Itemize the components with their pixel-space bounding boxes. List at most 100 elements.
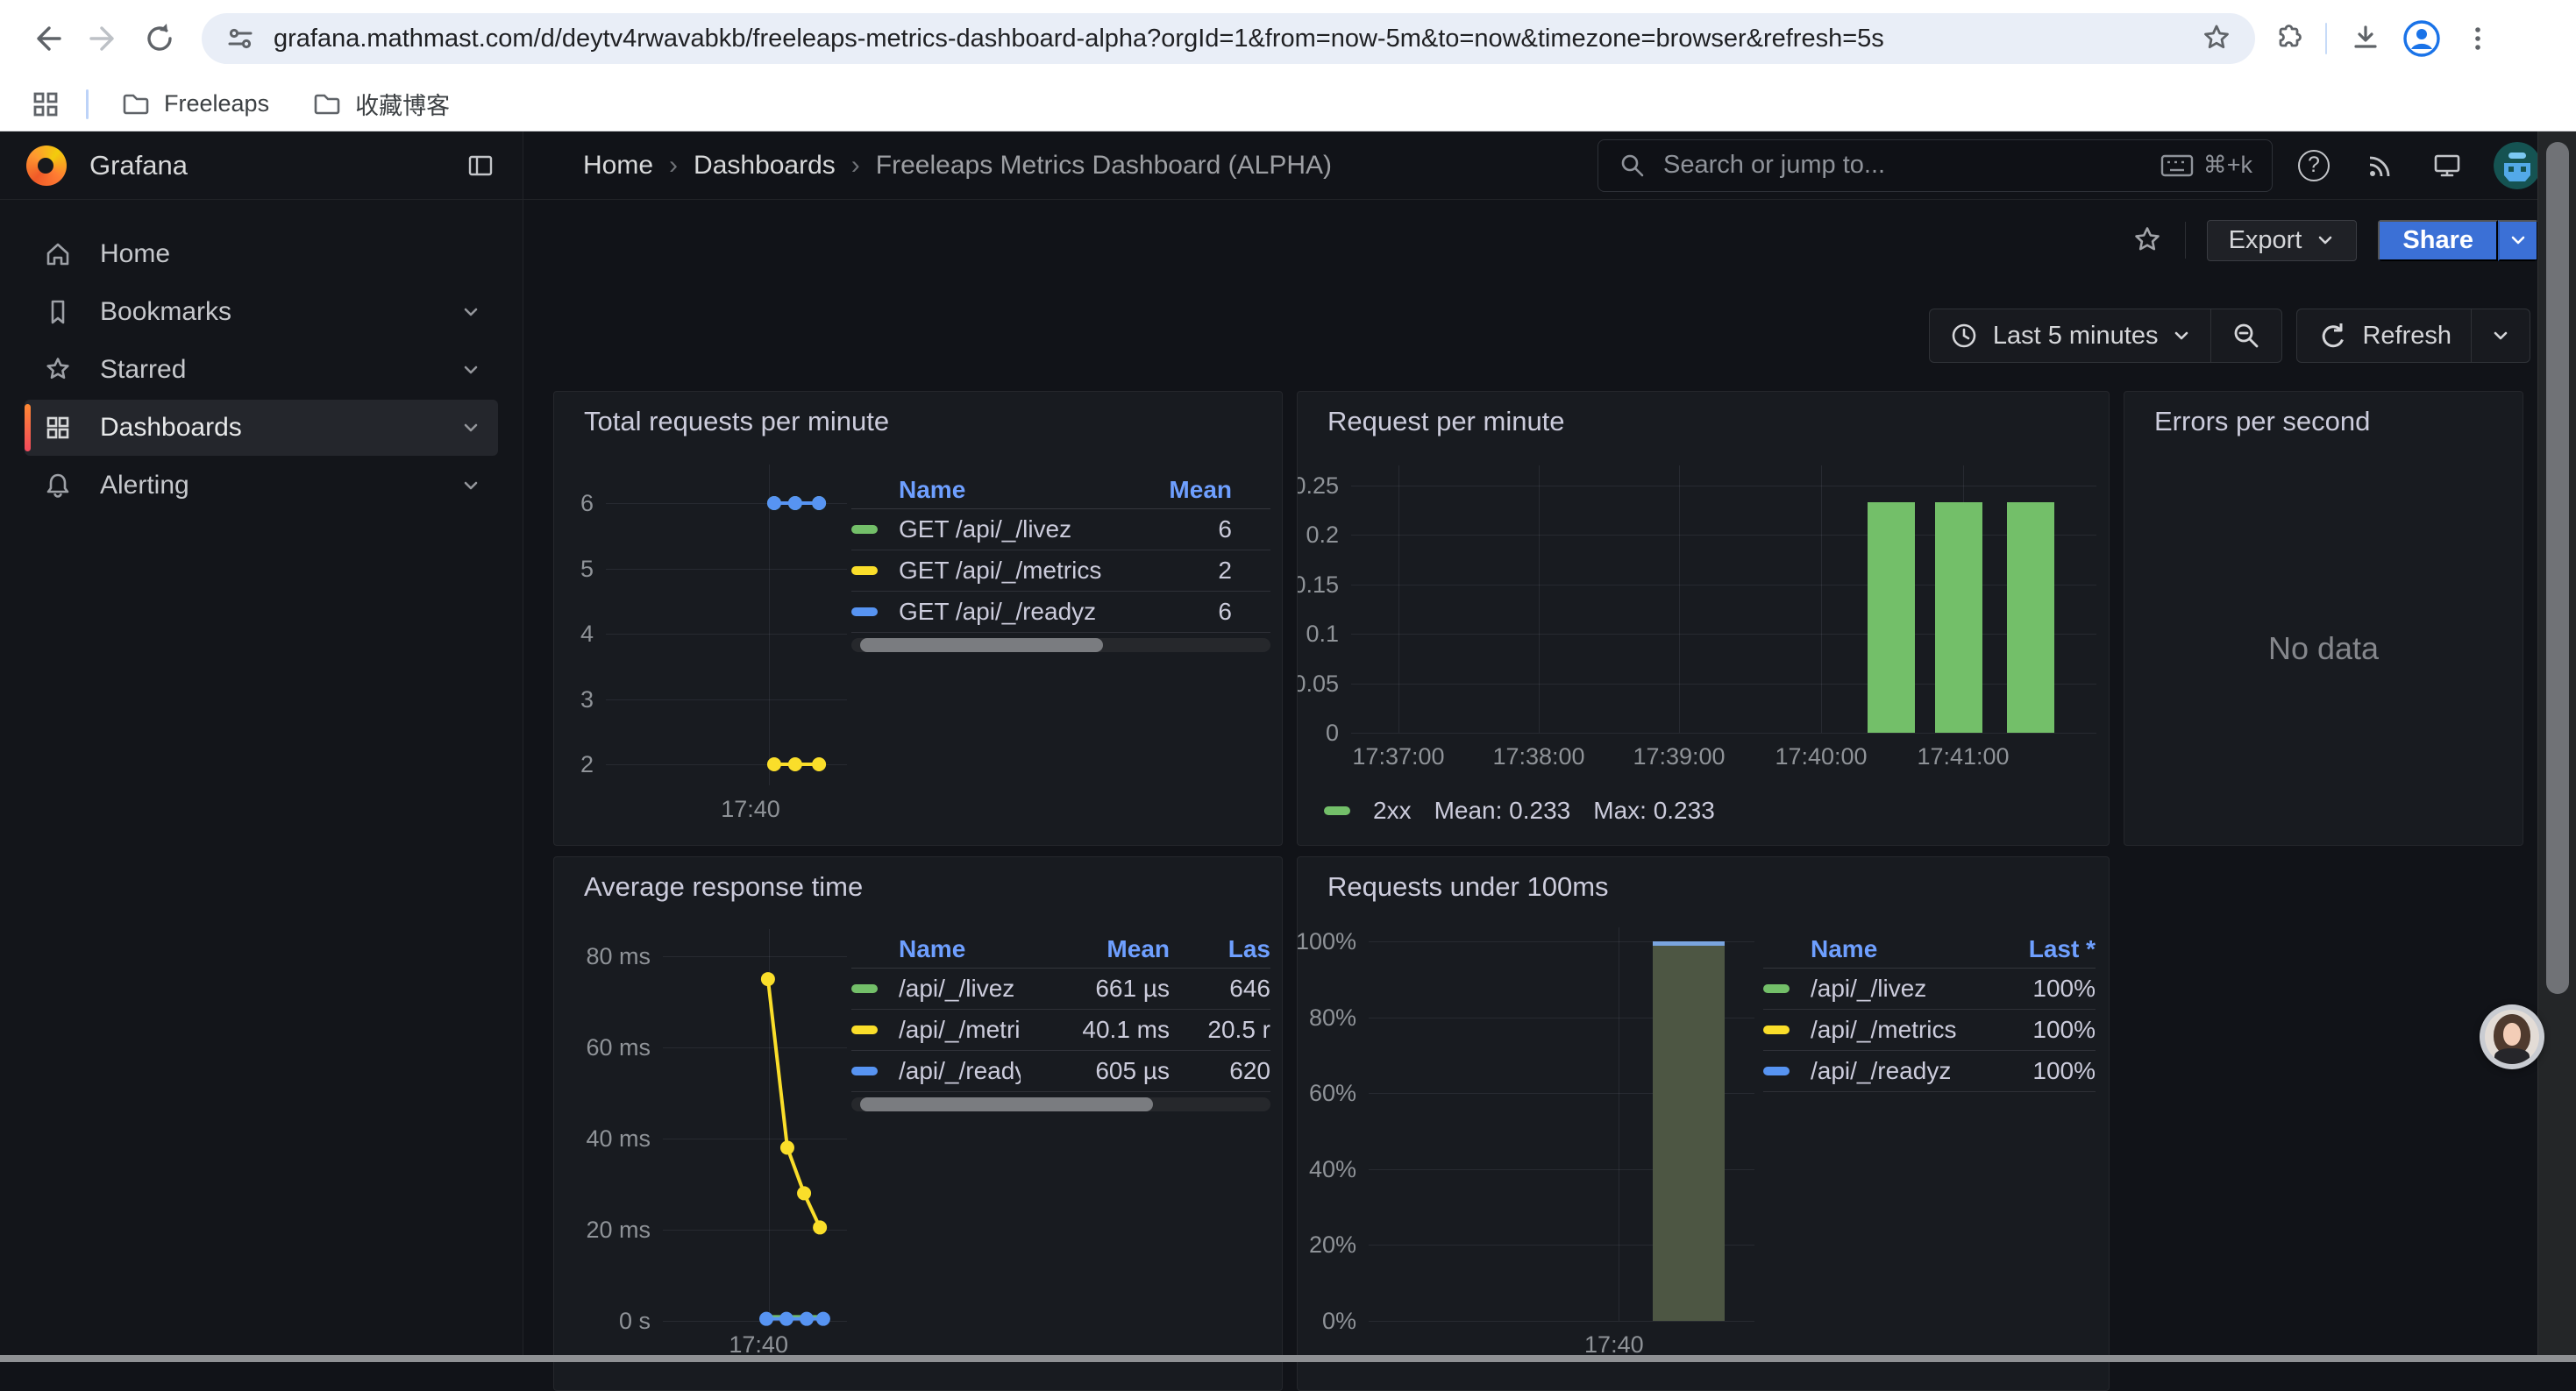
share-button-group: Share <box>2378 219 2538 261</box>
series-color-pill <box>851 525 878 534</box>
news-button[interactable] <box>2355 150 2406 181</box>
export-button[interactable]: Export <box>2206 219 2358 261</box>
search-icon <box>1621 154 1644 176</box>
reload-icon <box>147 24 172 51</box>
assistant-avatar[interactable] <box>2480 1004 2544 1069</box>
chart-requests-under-100ms[interactable]: 100% 80% 60% 40% 20% 0% 17:40 <box>1298 857 2109 1390</box>
refresh-button[interactable]: Refresh <box>2297 309 2471 362</box>
time-range-label: Last 5 minutes <box>1992 321 2159 350</box>
zoom-out-button[interactable] <box>2210 309 2281 362</box>
browser-reload-button[interactable] <box>135 14 184 63</box>
page-scrollbar-track[interactable] <box>2537 131 2576 1362</box>
legend-header-last[interactable]: Last * <box>2028 934 2096 962</box>
sidebar-item-starred[interactable]: Starred <box>25 342 498 398</box>
legend-header-mean[interactable]: Mean <box>1169 475 1232 503</box>
profile-icon <box>2403 20 2440 57</box>
legend-row[interactable]: GET /api/_/metrics 2 <box>851 550 1270 592</box>
legend-scrollbar-thumb[interactable] <box>859 1097 1154 1111</box>
legend-scrollbar[interactable] <box>851 638 1270 652</box>
chevron-down-icon[interactable] <box>461 418 480 437</box>
extensions-button[interactable] <box>2262 14 2311 63</box>
zoom-out-icon <box>2235 323 2259 348</box>
legend-row[interactable]: GET /api/_/livez 6 <box>851 509 1270 550</box>
home-icon <box>46 243 69 266</box>
panel-title[interactable]: Total requests per minute <box>584 406 890 436</box>
breadcrumb-home[interactable]: Home <box>583 150 654 180</box>
user-avatar[interactable] <box>2494 141 2541 189</box>
window-bottom-edge <box>0 1355 2576 1362</box>
grafana-logo[interactable] <box>26 145 67 186</box>
legend-scrollbar-thumb[interactable] <box>859 638 1103 652</box>
legend-header-name[interactable]: Name <box>899 934 966 962</box>
bookmark-folder-blogs[interactable]: 收藏博客 <box>301 83 460 124</box>
legend-row[interactable]: /api/_/livez 100% <box>1763 969 2096 1010</box>
legend-header-name[interactable]: Name <box>1811 934 1878 962</box>
panel-errors-per-second: Errors per second No data <box>2124 391 2523 846</box>
help-button[interactable]: ? <box>2288 149 2339 181</box>
panel-total-requests-per-minute: Total requests per minute 6 5 4 3 2 17:40 Nam… <box>553 391 1283 846</box>
legend-row[interactable]: /api/_/metrics 100% <box>1763 1010 2096 1051</box>
legend-value: 646 <box>1229 975 1270 1002</box>
page-scrollbar-thumb[interactable] <box>2546 142 2569 994</box>
browser-forward-button[interactable] <box>79 14 128 63</box>
share-button[interactable]: Share <box>2378 219 2498 261</box>
bookmark-folder-freeleaps[interactable]: Freeleaps <box>110 85 280 124</box>
share-menu-button[interactable] <box>2498 219 2538 261</box>
legend-header-last[interactable]: Las <box>1228 934 1270 962</box>
refresh-interval-button[interactable] <box>2471 309 2530 362</box>
legend-row[interactable]: /api/_/readyz 100% <box>1763 1051 2096 1092</box>
site-info-icon[interactable] <box>223 21 258 56</box>
search-input[interactable]: Search or jump to... ⌘+k <box>1598 138 2273 192</box>
chevron-down-icon[interactable] <box>461 476 480 495</box>
no-data-message: No data <box>2267 630 2380 666</box>
legend-row[interactable]: /api/_/readyz 605 µs 620 <box>851 1051 1270 1092</box>
panel-title[interactable]: Request per minute <box>1327 406 1565 436</box>
sidebar-item-dashboards[interactable]: Dashboards <box>25 400 498 456</box>
chart-average-response-time[interactable]: 80 ms 60 ms 40 ms 20 ms 0 s 17:40 <box>554 857 1282 1390</box>
legend-row[interactable]: GET /api/_/readyz 6 <box>851 592 1270 633</box>
panel-average-response-time: Average response time 80 ms 60 ms 40 ms 20 … <box>553 856 1283 1391</box>
sidebar-toggle-icon[interactable] <box>465 150 496 181</box>
panel-title[interactable]: Average response time <box>584 871 864 902</box>
legend-header-mean[interactable]: Mean <box>1107 934 1170 962</box>
panel-title[interactable]: Errors per second <box>2154 406 2371 436</box>
chart-total-requests[interactable]: 6 5 4 3 2 17:40 <box>554 392 1282 845</box>
legend-row[interactable]: /api/_/livez 661 µs 646 <box>851 969 1270 1010</box>
browser-back-button[interactable] <box>23 14 72 63</box>
browser-toolbar: grafana.mathmast.com/d/deytv4rwavabkb/fr… <box>0 0 2576 77</box>
display-button[interactable] <box>2422 150 2473 181</box>
legend-scrollbar[interactable] <box>851 1097 1270 1111</box>
series-name[interactable]: 2xx <box>1373 797 1412 824</box>
chevron-down-icon[interactable] <box>461 302 480 322</box>
legend-row[interactable]: /api/_/metrics 40.1 ms 20.5 r <box>851 1010 1270 1051</box>
assistant-avatar-image <box>2485 1010 2539 1064</box>
main-area: Home › Dashboards › Freeleaps Metrics Da… <box>523 131 2576 1391</box>
chevron-down-icon <box>2175 331 2188 340</box>
downloads-button[interactable] <box>2341 14 2390 63</box>
keyboard-icon <box>2160 154 2193 176</box>
legend-value: 661 µs <box>1095 975 1170 1002</box>
url-bar[interactable]: grafana.mathmast.com/d/deytv4rwavabkb/fr… <box>202 13 2255 64</box>
favorite-star-icon[interactable] <box>2131 224 2164 257</box>
sidebar-item-label: Starred <box>100 355 187 384</box>
panel-title[interactable]: Requests under 100ms <box>1327 871 1609 902</box>
bookmark-star-icon[interactable] <box>2199 21 2234 56</box>
url-text[interactable]: grafana.mathmast.com/d/deytv4rwavabkb/fr… <box>274 24 1884 53</box>
sidebar-item-home[interactable]: Home <box>25 226 498 282</box>
series-color-pill <box>1763 1067 1790 1075</box>
legend-header-name[interactable]: Name <box>899 475 966 503</box>
sidebar-item-label: Alerting <box>100 471 189 500</box>
apps-grid-button[interactable] <box>26 85 65 124</box>
puzzle-icon <box>2279 25 2302 47</box>
sidebar-item-bookmarks[interactable]: Bookmarks <box>25 284 498 340</box>
sidebar-item-alerting[interactable]: Alerting <box>25 458 498 514</box>
time-range-picker[interactable]: Last 5 minutes <box>1930 309 2211 362</box>
breadcrumb-dashboards[interactable]: Dashboards <box>694 150 836 180</box>
bookmark-folder-label: 收藏博客 <box>355 93 451 119</box>
chart-request-per-minute[interactable]: 0.25 0.2 0.15 0.1 0.05 0 17:37:00 17:38:00 17:39… <box>1298 392 2109 845</box>
legend-value: 100% <box>2032 975 2096 1002</box>
browser-menu-button[interactable] <box>2453 14 2502 63</box>
legend-footer[interactable]: 2xx Mean: 0.233 Max: 0.233 <box>1324 797 1715 825</box>
browser-profile-button[interactable] <box>2397 14 2446 63</box>
chevron-down-icon[interactable] <box>461 360 480 380</box>
